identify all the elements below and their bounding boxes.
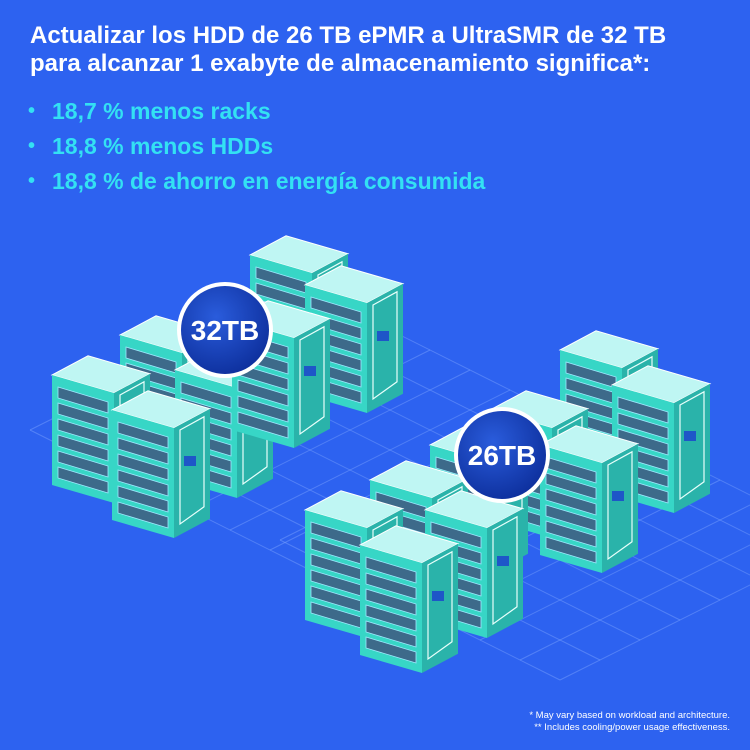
drive-bay — [117, 453, 169, 481]
bullet-dot: • — [28, 170, 36, 192]
drive-bay — [57, 434, 109, 462]
drive-bay — [57, 386, 109, 414]
benefit-hdds: • 18,8 % menos HDDs — [28, 129, 485, 164]
headline: Actualizar los HDD de 26 TB ePMR a Ultra… — [30, 22, 730, 78]
rack-logo-icon — [497, 556, 509, 566]
rack-logo-icon — [612, 491, 624, 501]
benefit-racks: • 18,7 % menos racks — [28, 94, 485, 129]
rack-logo-icon — [304, 366, 316, 376]
drive-bay — [365, 556, 417, 584]
drive-bay — [237, 379, 289, 407]
drive-bay — [117, 485, 169, 513]
drive-bay — [365, 572, 417, 600]
badge-26tb-label: 26TB — [468, 440, 536, 471]
benefit-energy: • 18,8 % de ahorro en energía consumida — [28, 164, 485, 199]
benefit-racks-text: 18,7 % menos racks — [52, 98, 271, 124]
rack-logo-icon — [684, 431, 696, 441]
badge-32tb-label: 32TB — [191, 315, 259, 346]
rack-logo-icon — [432, 591, 444, 601]
footnotes: * May vary based on workload and archite… — [529, 710, 730, 734]
drive-bay — [57, 450, 109, 478]
drive-bay — [545, 472, 597, 500]
drive-bay — [617, 412, 669, 440]
server-rack — [358, 525, 460, 673]
drive-bay — [117, 437, 169, 465]
badge-32tb: 32TB — [177, 282, 273, 378]
server-rack — [538, 425, 640, 573]
drive-bay — [57, 466, 109, 494]
drive-bay — [57, 418, 109, 446]
badge-26tb: 26TB — [454, 407, 550, 503]
drive-bay — [237, 411, 289, 439]
drive-bay — [545, 520, 597, 548]
footnote-1: * May vary based on workload and archite… — [529, 710, 730, 721]
drive-bay — [117, 469, 169, 497]
drive-bay — [365, 636, 417, 664]
rack-logo-icon — [184, 456, 196, 466]
rack-group-32tb — [50, 235, 405, 538]
benefits-list: • 18,7 % menos racks • 18,8 % menos HDDs… — [28, 94, 485, 199]
drive-bay — [180, 381, 232, 409]
drive-bay — [617, 396, 669, 424]
rack-logo-icon — [377, 331, 389, 341]
drive-bay — [365, 588, 417, 616]
drive-bay — [545, 488, 597, 516]
headline-line-2: para alcanzar 1 exabyte de almacenamient… — [30, 50, 651, 77]
bullet-dot: • — [28, 135, 36, 157]
bullet-dot: • — [28, 100, 36, 122]
drive-bay — [117, 421, 169, 449]
drive-bay — [310, 296, 362, 324]
drive-bay — [365, 620, 417, 648]
benefit-energy-text: 18,8 % de ahorro en energía consumida — [52, 168, 486, 194]
drive-bay — [365, 604, 417, 632]
server-rack — [110, 390, 212, 538]
drive-bay — [430, 521, 482, 549]
benefit-hdds-text: 18,8 % menos HDDs — [52, 133, 274, 159]
drive-bay — [545, 536, 597, 564]
drive-bay — [117, 501, 169, 529]
headline-line-1: Actualizar los HDD de 26 TB ePMR a Ultra… — [30, 22, 667, 49]
footnote-2: ** Includes cooling/power usage effectiv… — [534, 722, 730, 733]
drive-bay — [57, 402, 109, 430]
drive-bay — [617, 428, 669, 456]
drive-bay — [237, 395, 289, 423]
drive-bay — [545, 504, 597, 532]
